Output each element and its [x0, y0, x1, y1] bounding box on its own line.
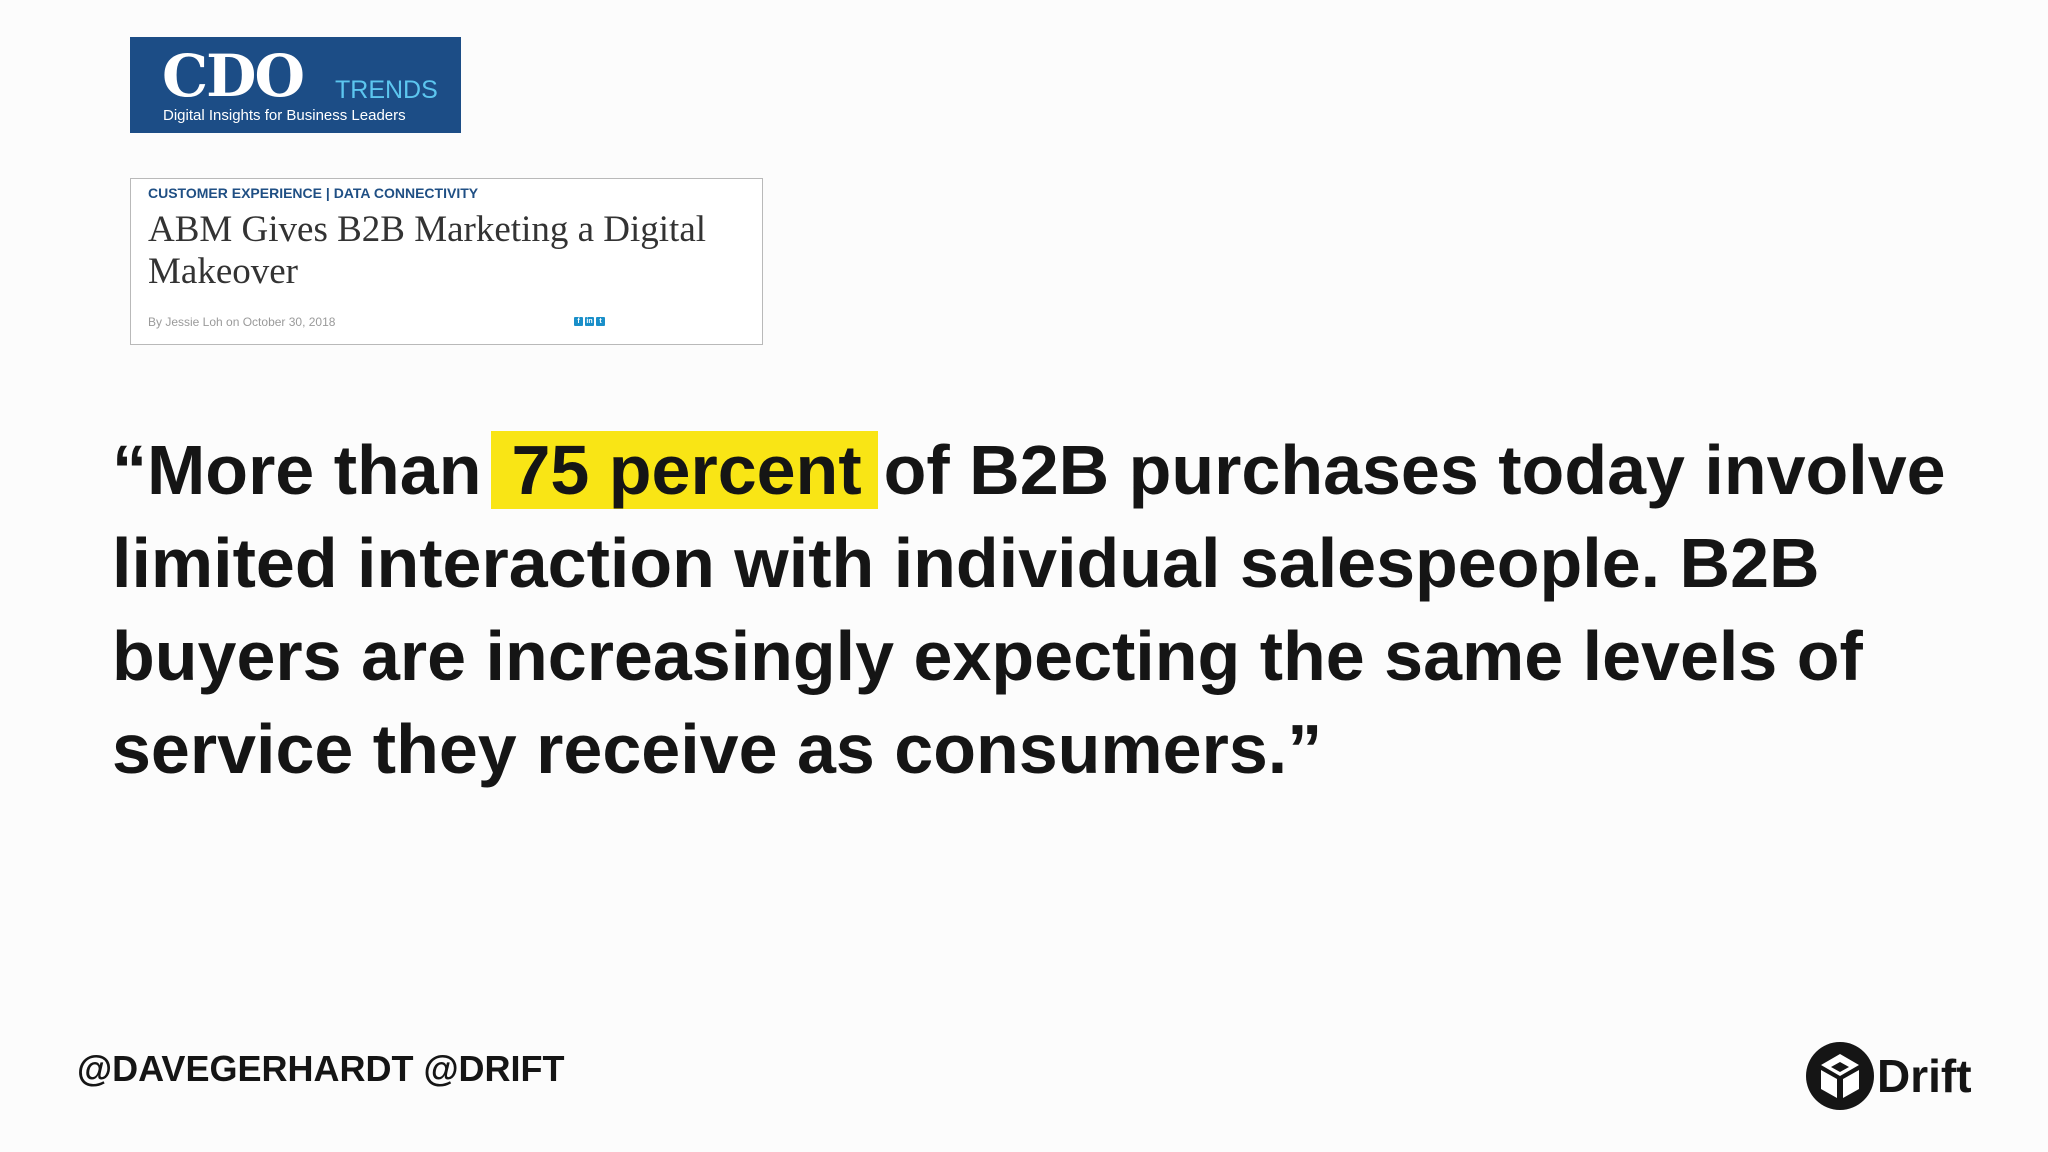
quote-highlight: 75 percent: [491, 431, 878, 509]
article-card: CUSTOMER EXPERIENCE | DATA CONNECTIVITY …: [130, 178, 763, 345]
quote-start: “More than: [112, 431, 482, 509]
drift-logo-icon: [1806, 1042, 1874, 1110]
quote-text: “More than 75 percent of B2B purchases tod…: [112, 424, 1992, 796]
twitter-icon: t: [596, 317, 605, 326]
article-title: ABM Gives B2B Marketing a Digital Makeov…: [148, 209, 707, 292]
quote-rest: of B2B purchases today involve limited i…: [112, 431, 1946, 788]
facebook-icon: f: [574, 317, 583, 326]
logo-tagline: Digital Insights for Business Leaders: [163, 107, 406, 124]
article-category: CUSTOMER EXPERIENCE | DATA CONNECTIVITY: [148, 185, 479, 201]
linkedin-icon: in: [585, 317, 594, 326]
logo-main-text: CDO: [162, 42, 305, 110]
share-icons: f in t: [574, 317, 605, 326]
article-byline: By Jessie Loh on October 30, 2018: [148, 315, 336, 329]
social-handles: @DAVEGERHARDT @DRIFT: [77, 1048, 565, 1089]
drift-wordmark: Drift: [1877, 1050, 1972, 1102]
logo-trends-text: TRENDS: [335, 76, 438, 104]
cdo-trends-logo: CDO TRENDS Digital Insights for Business…: [130, 37, 461, 133]
drift-logo: Drift: [1805, 1040, 1972, 1112]
